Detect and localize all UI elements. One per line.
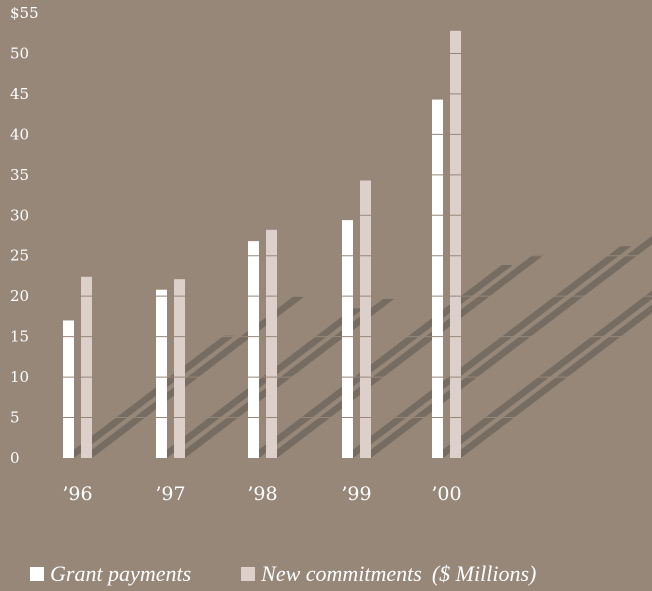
bar-shadow — [266, 254, 544, 458]
legend-swatch-grant-payments — [30, 567, 44, 581]
y-tick-label: 10 — [10, 368, 29, 386]
y-tick-label: 25 — [10, 247, 29, 265]
bar-grant-payments — [63, 320, 74, 458]
bar-new-commitments — [266, 229, 277, 458]
x-tick-label: ’96 — [62, 483, 92, 505]
bar-shadow — [450, 304, 652, 458]
y-tick-label: 30 — [10, 206, 29, 224]
legend-swatch-new-commitments — [241, 567, 256, 581]
y-tick-label: $55 — [10, 4, 39, 22]
bar-shadow — [342, 246, 632, 458]
y-tick-label: 35 — [10, 166, 29, 184]
bar-grant-payments — [156, 289, 167, 458]
legend-label-grant-payments: Grant payments — [50, 561, 192, 586]
bars — [63, 30, 461, 459]
bar-new-commitments — [174, 279, 185, 458]
bar-shadow — [432, 290, 652, 458]
bar-grant-payments — [248, 241, 259, 458]
x-axis-labels: ’96 ’97 ’98 ’99 ’00 — [62, 483, 461, 505]
legend-item-grant-payments: Grant payments — [30, 561, 191, 587]
legend-item-new-commitments: New commitments ($ Millions) — [241, 561, 536, 587]
bar-new-commitments — [450, 30, 461, 459]
gridlines — [40, 12, 652, 419]
x-tick-label: ’97 — [155, 483, 185, 505]
y-tick-label: 20 — [10, 287, 29, 305]
bar-grant-payments — [342, 220, 353, 458]
x-tick-label: ’00 — [431, 483, 461, 505]
bar-shadow — [63, 335, 235, 458]
bar-new-commitments — [81, 276, 92, 458]
bar-shadow — [156, 308, 364, 458]
y-tick-label: 50 — [10, 44, 29, 62]
legend-units-note: ($ Millions) — [431, 561, 537, 586]
bar-grant-payments — [432, 99, 443, 458]
bar-shadow — [174, 298, 395, 458]
bar-new-commitments — [360, 180, 371, 458]
legend-label-new-commitments: New commitments — [261, 561, 422, 586]
bar-chart: 0 5 10 15 20 25 30 35 40 45 50 $55 ’96 ’97 ’98 ’99 ’00 — [10, 4, 652, 505]
y-tick-label: 0 — [10, 449, 20, 467]
y-tick-label: 40 — [10, 125, 29, 143]
y-tick-label: 45 — [10, 85, 29, 103]
bar-shadow — [248, 265, 513, 458]
x-tick-label: ’98 — [247, 483, 277, 505]
y-tick-label: 15 — [10, 328, 29, 346]
y-tick-label: 5 — [10, 409, 20, 427]
y-axis-ticks: 0 5 10 15 20 25 30 35 40 45 50 $55 — [10, 4, 39, 467]
legend: Grant payments New commitments ($ Millio… — [30, 561, 536, 587]
x-tick-label: ’99 — [341, 483, 371, 505]
